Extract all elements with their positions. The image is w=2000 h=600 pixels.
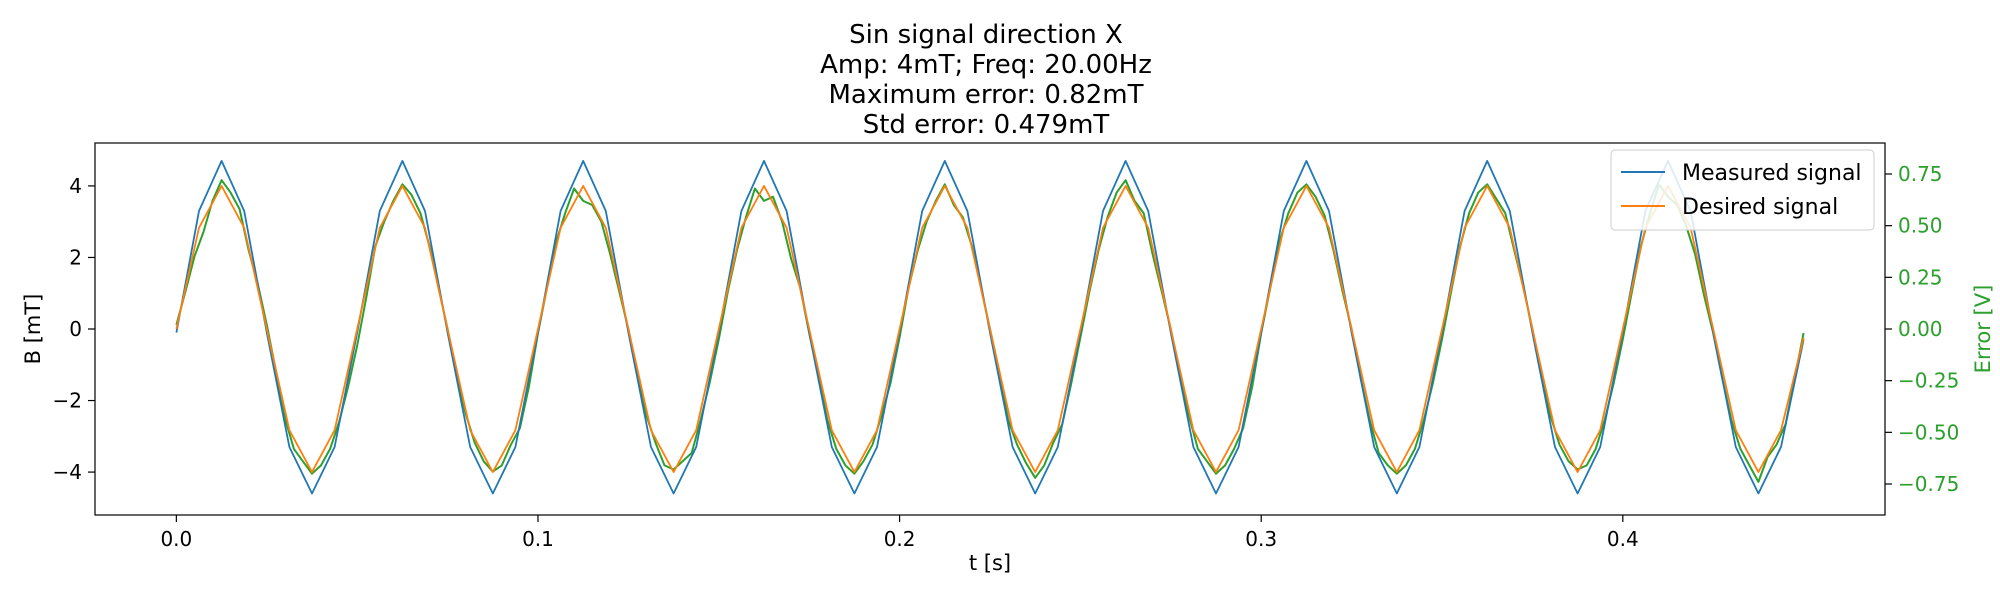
y-tick-label: −4 — [53, 460, 82, 484]
y-axis-left: 4 2 0 −2 −4 — [53, 174, 95, 484]
y-right-tick-label: 0.25 — [1898, 265, 1943, 289]
title-line-2: Amp: 4mT; Freq: 20.00Hz — [820, 50, 1152, 80]
x-axis-label: t [s] — [969, 551, 1011, 575]
y-right-tick-label: −0.50 — [1898, 420, 1959, 444]
chart-title: Sin signal direction X Amp: 4mT; Freq: 2… — [820, 20, 1152, 140]
title-line-1: Sin signal direction X — [849, 20, 1123, 50]
y-tick-label: −2 — [53, 389, 82, 413]
y-right-tick-label: 0.50 — [1898, 214, 1943, 238]
y-right-tick-label: −0.75 — [1898, 472, 1959, 496]
legend: Measured signal Desired signal — [1610, 149, 1875, 231]
y-tick-label: 2 — [69, 245, 82, 269]
series-line-desired — [175, 184, 1805, 474]
x-tick-label: 0.0 — [160, 527, 192, 551]
legend-label-desired: Desired signal — [1682, 195, 1838, 220]
title-line-4: Std error: 0.479mT — [863, 110, 1110, 140]
x-tick-label: 0.3 — [1245, 527, 1277, 551]
x-tick-label: 0.2 — [884, 527, 916, 551]
y-right-tick-label: −0.25 — [1898, 369, 1959, 393]
title-line-3: Maximum error: 0.82mT — [829, 80, 1144, 110]
legend-box — [1610, 149, 1875, 231]
y-right-tick-label: 0.75 — [1898, 162, 1943, 186]
y-axis-right-label: Error [V] — [1971, 285, 1995, 374]
legend-label-measured: Measured signal — [1682, 161, 1862, 186]
y-tick-label: 0 — [69, 317, 82, 341]
y-axis-right: 0.75 0.50 0.25 0.00 −0.25 −0.50 −0.75 — [1885, 162, 1959, 496]
x-tick-label: 0.4 — [1607, 527, 1639, 551]
y-right-tick-label: 0.00 — [1898, 317, 1943, 341]
y-axis-label: B [mT] — [21, 294, 45, 365]
series-group — [175, 159, 1805, 495]
y-tick-label: 4 — [69, 174, 82, 198]
x-axis: 0.0 0.1 0.2 0.3 0.4 — [160, 515, 1639, 551]
x-tick-label: 0.1 — [522, 527, 554, 551]
